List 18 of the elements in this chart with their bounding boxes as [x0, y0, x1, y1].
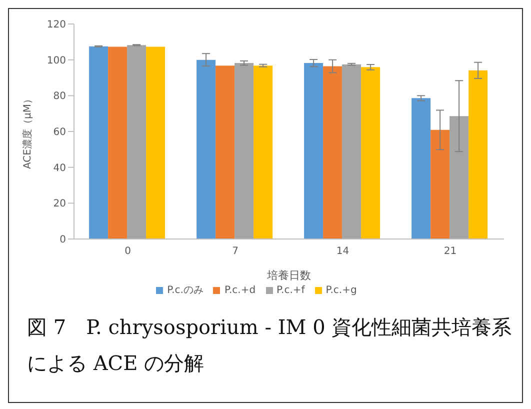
y-tick-label: 40	[53, 162, 66, 174]
x-tick-label: 0	[124, 246, 131, 258]
y-tick-label: 20	[53, 198, 66, 210]
y-tick-label: 60	[53, 127, 66, 138]
y-tick-label: 0	[60, 234, 66, 246]
y-axis-title: ACE濃度（μM）	[22, 94, 34, 169]
legend-label: P.c.+d	[224, 285, 256, 296]
legend-label: P.c.のみ	[167, 285, 204, 296]
x-axis-title: 培養日数	[266, 269, 311, 282]
legend-label: P.c.+f	[276, 285, 305, 296]
y-tick-label: 80	[53, 91, 66, 102]
x-tick-label: 7	[232, 246, 238, 258]
x-tick-label: 14	[336, 246, 350, 258]
y-tick-label: 100	[46, 55, 66, 66]
x-tick-label: 21	[444, 246, 457, 258]
y-tick-label: 120	[46, 20, 66, 31]
legend-label: P.c.+g	[326, 285, 357, 296]
caption: 図 7 P. chrysosporium - IM 0 資化性細菌共培養系による ACE の分解	[27, 314, 513, 377]
